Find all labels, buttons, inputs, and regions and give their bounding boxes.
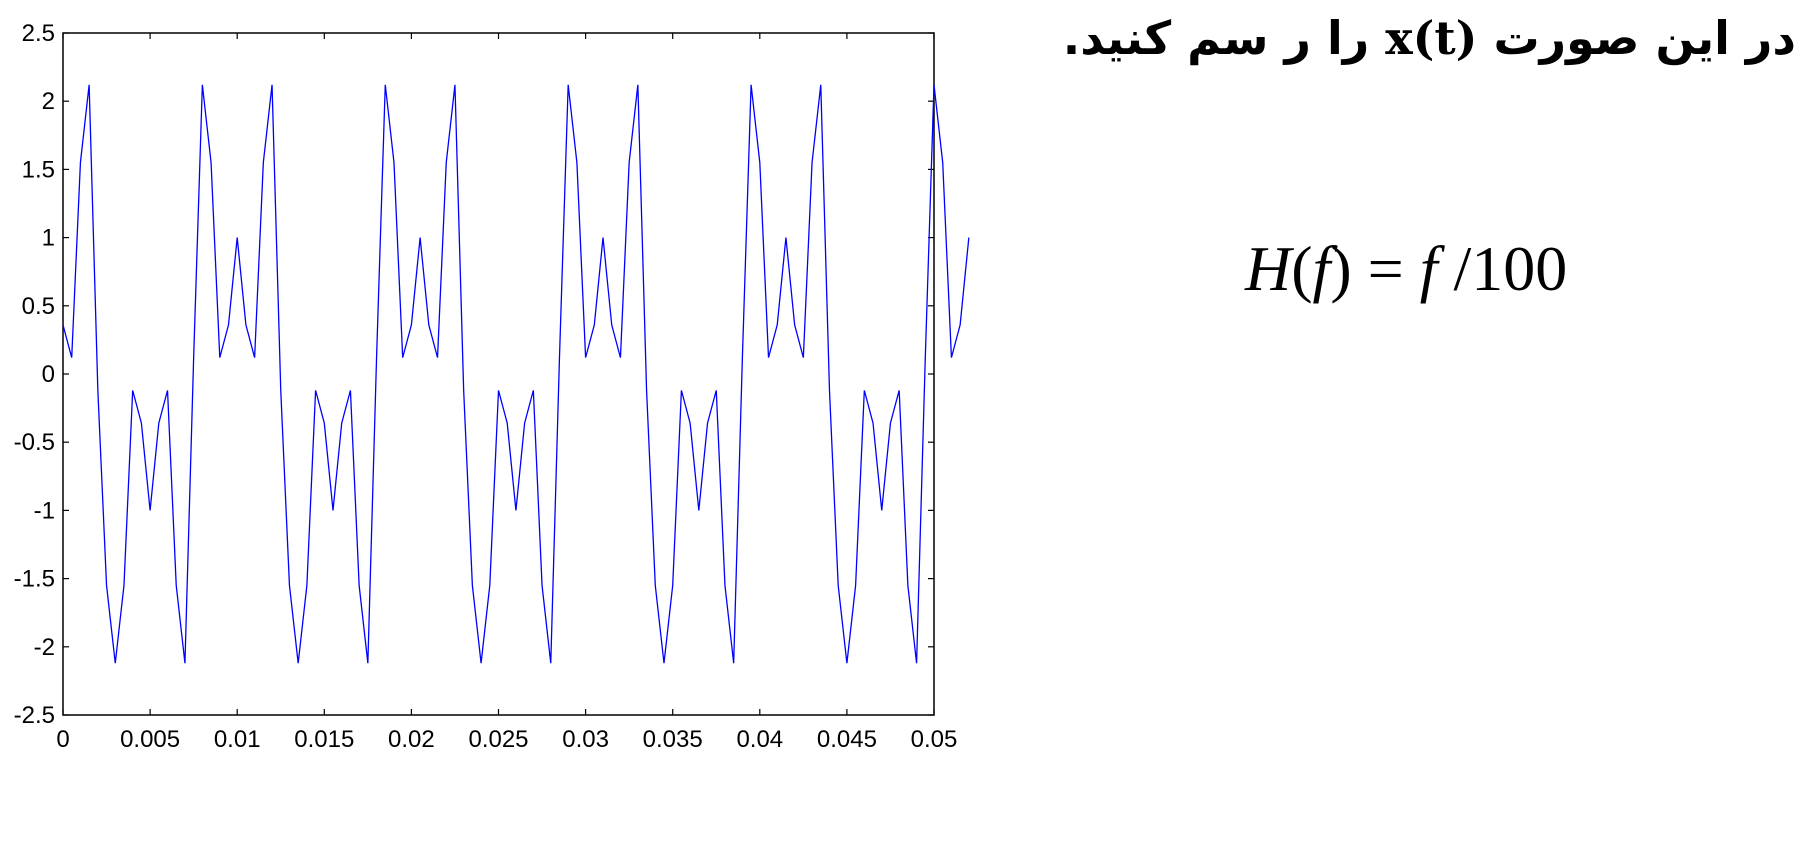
plot-area [62, 32, 935, 716]
y-tick-label: 1.5 [22, 156, 55, 183]
x-tick-label: 0.045 [817, 726, 877, 753]
formula-equals: = [1367, 233, 1404, 304]
x-tick-label: 0 [56, 726, 69, 753]
x-tick-label: 0.01 [214, 726, 261, 753]
y-tick-label: 0 [42, 361, 55, 388]
tick-marks [62, 32, 935, 716]
signal-line [62, 84, 970, 664]
formula-slash: / [1453, 233, 1472, 304]
x-tick-label: 0.05 [911, 726, 958, 753]
x-tick-labels: 0 0.005 0.01 0.015 0.02 0.025 0.03 0.035 0.04 0.0… [56, 726, 957, 753]
y-tick-labels: 2.5 2 1.5 1 0.5 0 -0.5 -1 -1.5 -2 -2.5 [14, 20, 55, 729]
x-tick-label: 0.035 [643, 726, 703, 753]
formula-h: H [1245, 233, 1292, 304]
formula-f-numerator: f [1419, 233, 1438, 304]
y-tick-label: -1.5 [14, 566, 55, 593]
x-tick-label: 0.04 [736, 726, 783, 753]
heading-symbol: x(t) [1385, 11, 1478, 65]
formula-open-paren: ( [1291, 233, 1313, 304]
y-tick-label: -2.5 [14, 702, 55, 729]
x-tick-label: 0.025 [468, 726, 528, 753]
y-tick-label: -0.5 [14, 429, 55, 456]
x-tick-label: 0.02 [388, 726, 435, 753]
formula-close-paren: ) [1330, 233, 1352, 304]
y-tick-label: 0.5 [22, 293, 55, 320]
y-tick-label: 2 [42, 88, 55, 115]
heading-text-after: را ر سم کنید. [1062, 11, 1370, 65]
y-tick-label: -1 [34, 497, 55, 524]
y-tick-label: 2.5 [22, 20, 55, 47]
heading-text-before: در این صورت [1493, 11, 1796, 65]
x-tick-label: 0.03 [562, 726, 609, 753]
y-tick-label: -2 [34, 634, 55, 661]
x-tick-label: 0.015 [294, 726, 354, 753]
series-layer [62, 84, 970, 664]
y-tick-label: 1 [42, 225, 55, 252]
formula-number: 100 [1471, 233, 1568, 304]
slide-heading: در این صورت x(t) را ر سم کنید. [1063, 8, 1796, 68]
x-tick-label: 0.005 [120, 726, 180, 753]
formula-f: f [1312, 233, 1331, 304]
transfer-function-formula: H(f) = f /100 [1245, 232, 1567, 306]
